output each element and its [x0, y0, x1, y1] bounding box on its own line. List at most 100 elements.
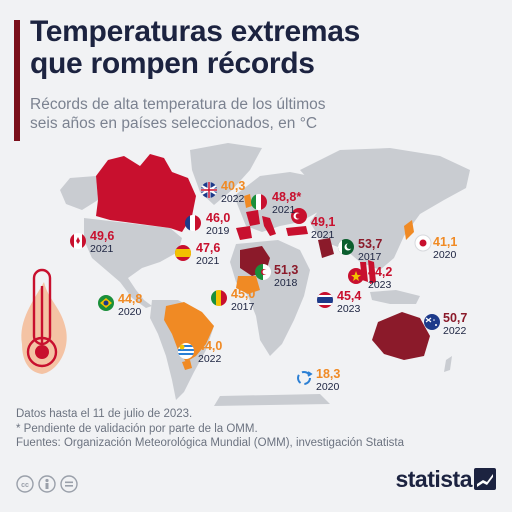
footnotes: Datos hasta el 11 de julio de 2023. * Pe… [16, 407, 404, 451]
note-data-date: Datos hasta el 11 de julio de 2023. [16, 408, 193, 420]
value-spain: 47,6 [196, 241, 221, 255]
cc-icon: cc [16, 475, 34, 493]
land-spain [236, 226, 252, 240]
label-italy: 48,8* 2021 [272, 191, 301, 215]
title-line-2: que rompen récords [30, 47, 315, 80]
flag-uk-icon [201, 182, 217, 198]
year-spain: 2021 [196, 254, 220, 267]
value-turkey: 49,1 [311, 215, 336, 229]
label-turkey: 49,1 2021 [311, 216, 335, 240]
year-mali: 2017 [231, 300, 255, 313]
value-mali: 45,0 [231, 287, 256, 301]
flag-france-icon [185, 215, 201, 231]
value-thailand: 45,4 [337, 289, 362, 303]
title-line-1: Temperaturas extremas [30, 15, 360, 48]
label-japan: 41,1 2020 [433, 236, 457, 260]
land-pakistan [318, 238, 334, 258]
value-brazil: 44,8 [118, 292, 143, 306]
year-vietnam: 2023 [368, 278, 392, 291]
subtitle-line-1: Récords de alta temperatura de los últim… [30, 96, 326, 113]
land-australia [372, 312, 430, 360]
label-vietnam: 44,2 2023 [368, 266, 392, 290]
label-france: 46,0 2019 [206, 212, 230, 236]
year-thailand: 2023 [337, 302, 361, 315]
land-canada [96, 154, 196, 232]
year-brazil: 2020 [118, 305, 142, 318]
flag-thailand-icon [317, 292, 333, 308]
value-italy: 48,8* [272, 190, 302, 204]
value-pakistan: 53,7 [358, 237, 383, 251]
title-accent-bar [14, 20, 20, 141]
page-title: Temperaturas extremas que rompen récords [30, 16, 500, 80]
label-uk: 40,3 2022 [221, 180, 245, 204]
flag-japan-icon [414, 234, 432, 252]
flag-mali-icon [211, 290, 227, 306]
value-antarctica: 18,3 [316, 367, 341, 381]
land-uk [244, 194, 252, 208]
person-icon [38, 475, 56, 493]
year-turkey: 2021 [311, 228, 335, 241]
flag-pakistan-icon [338, 239, 354, 255]
page-subtitle: Récords de alta temperatura de los últim… [30, 95, 450, 133]
land-japan [404, 220, 414, 240]
land-france [246, 210, 260, 226]
land-italy [262, 216, 276, 236]
land-alaska [60, 176, 98, 210]
label-uruguay: 44,0 2022 [198, 340, 222, 364]
flag-australia-icon [424, 314, 440, 330]
value-japan: 41,1 [433, 235, 458, 249]
year-uruguay: 2022 [198, 352, 222, 365]
label-canada: 49,6 2021 [90, 230, 114, 254]
value-algeria: 51,3 [274, 263, 299, 277]
label-spain: 47,6 2021 [196, 242, 220, 266]
flag-canada-icon [70, 233, 86, 249]
value-france: 46,0 [206, 211, 231, 225]
year-antarctica: 2020 [316, 380, 340, 393]
year-uk: 2022 [221, 192, 245, 205]
subtitle-line-2: seis años en países seleccionados, en °C [30, 115, 318, 132]
year-australia: 2022 [443, 324, 467, 337]
svg-text:cc: cc [21, 482, 29, 489]
note-pending: * Pendiente de validación por parte de l… [16, 422, 258, 435]
label-pakistan: 53,7 2017 [358, 238, 382, 262]
land-antarctica [214, 394, 330, 406]
value-uruguay: 44,0 [198, 339, 223, 353]
land-indonesia [370, 290, 420, 304]
note-sources: Fuentes: Organización Meteorológica Mund… [16, 437, 404, 449]
flag-italy-icon [251, 194, 267, 210]
thermometer-icon [21, 268, 67, 374]
statista-brand[interactable]: statista [395, 466, 472, 492]
label-thailand: 45,4 2023 [337, 290, 361, 314]
flag-algeria-icon [255, 264, 271, 280]
license-icons: cc [16, 475, 78, 493]
flag-spain-icon [175, 245, 191, 261]
label-australia: 50,7 2022 [443, 312, 467, 336]
flag-vietnam-icon [348, 268, 364, 284]
equals-icon [60, 475, 78, 493]
land-brazil [164, 302, 214, 362]
label-algeria: 51,3 2018 [274, 264, 298, 288]
flag-turkey-icon [291, 208, 307, 224]
land-north-america [84, 218, 182, 308]
land-vietnam [368, 260, 376, 284]
statista-logo-icon [474, 468, 496, 490]
land-new-zealand [444, 356, 452, 372]
year-italy: 2021 [272, 203, 296, 216]
antarctica-arrows-icon [297, 371, 313, 385]
label-brazil: 44,8 2020 [118, 293, 142, 317]
flag-uruguay-icon [178, 343, 194, 359]
land-uruguay [182, 360, 192, 370]
value-canada: 49,6 [90, 229, 115, 243]
year-algeria: 2018 [274, 276, 298, 289]
label-mali: 45,0 2017 [231, 288, 255, 312]
year-canada: 2021 [90, 242, 114, 255]
land-asia [300, 148, 470, 270]
year-pakistan: 2017 [358, 250, 382, 263]
value-australia: 50,7 [443, 311, 468, 325]
year-france: 2019 [206, 224, 230, 237]
flag-brazil-icon [98, 295, 114, 311]
label-antarctica: 18,3 2020 [316, 368, 340, 392]
value-vietnam: 44,2 [368, 265, 393, 279]
value-uk: 40,3 [221, 179, 246, 193]
